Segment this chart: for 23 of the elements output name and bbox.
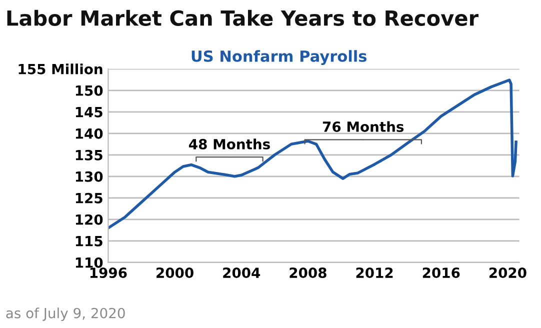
- x-tick-label: 2016: [422, 268, 460, 278]
- x-tick-label: 2020: [489, 268, 526, 278]
- y-tick-label: 125: [76, 192, 102, 204]
- y-tick-label: 130: [76, 171, 103, 182]
- y-tick-label: 115: [76, 236, 102, 246]
- y-tick-label: 120: [76, 214, 103, 225]
- chart-subtitle: US Nonfarm Payrolls: [192, 50, 367, 66]
- line-series: [108, 78, 518, 230]
- y-tick-label: 150: [76, 85, 103, 96]
- y-tick-label: 135: [76, 150, 102, 160]
- annotation: 48 Months: [189, 138, 270, 150]
- annotation: 76 Months: [322, 121, 404, 132]
- y-tick-label: 110: [76, 257, 103, 268]
- x-tick-label: 1996: [90, 268, 127, 278]
- x-tick-label: 2004: [223, 268, 260, 278]
- y-tick-label: 155 Million: [18, 64, 102, 74]
- y-tick-label: 140: [76, 128, 103, 139]
- x-tick-label: 2000: [156, 268, 194, 278]
- y-tick-label: 145: [76, 107, 102, 118]
- chart-title: Labor Market Can Take Years to Recover: [7, 10, 479, 26]
- x-tick-label: 2012: [356, 268, 393, 278]
- x-tick-label: 2008: [290, 268, 326, 278]
- text: as of July 9, 2020: [6, 308, 125, 322]
